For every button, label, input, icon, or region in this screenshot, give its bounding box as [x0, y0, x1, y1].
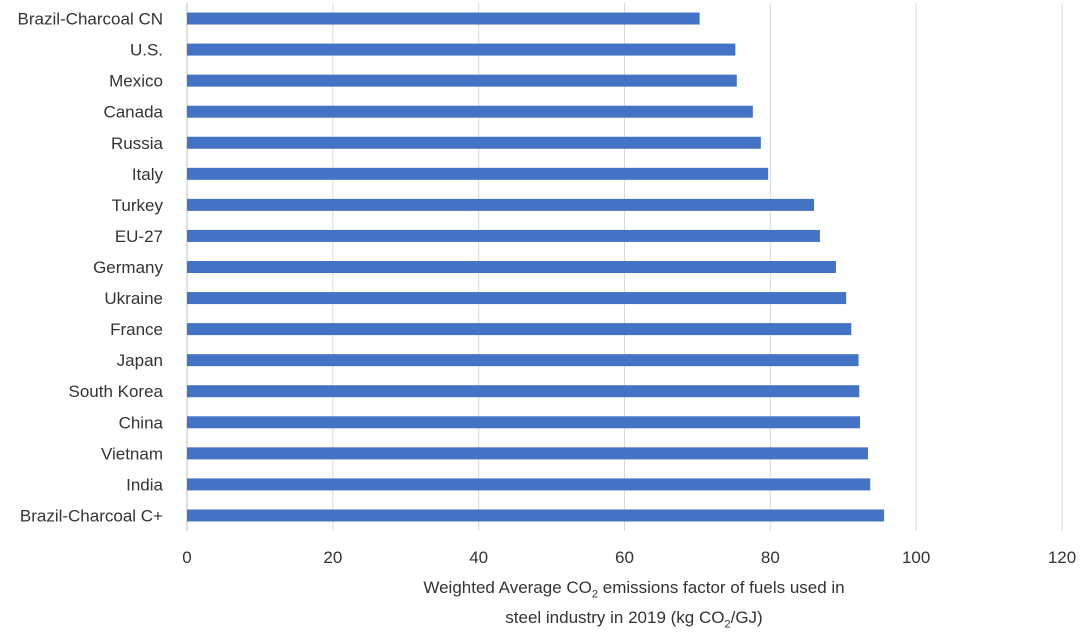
bars — [187, 12, 885, 522]
bar — [187, 261, 836, 273]
category-label: Brazil-Charcoal CN — [18, 10, 163, 29]
x-tick-label: 80 — [761, 548, 780, 567]
category-labels: Brazil-Charcoal CN U.S. Mexico Canada Russia… — [18, 10, 164, 526]
bar — [187, 136, 761, 149]
bar — [187, 385, 860, 398]
x-tick-labels: 0 20 40 60 80 100 120 — [182, 548, 1076, 567]
bar — [187, 167, 769, 180]
category-label: EU-27 — [115, 227, 163, 246]
bar — [187, 416, 861, 429]
bar — [187, 509, 885, 522]
category-label: Ukraine — [104, 289, 163, 308]
x-axis-title-line-1: Weighted Average CO2 emissions factor of… — [423, 578, 845, 601]
category-label: Italy — [132, 165, 164, 184]
category-label: Canada — [103, 103, 163, 122]
bar — [187, 229, 820, 242]
x-axis-title-line-2: steel industry in 2019 (kg CO2/GJ) — [505, 608, 763, 631]
category-label: Russia — [111, 134, 164, 153]
category-label: Turkey — [112, 196, 164, 215]
category-label: Vietnam — [101, 444, 163, 463]
category-label: India — [126, 475, 163, 494]
bar — [187, 105, 753, 118]
bar — [187, 447, 869, 460]
x-tick-label: 20 — [323, 548, 342, 567]
category-label: France — [110, 320, 163, 339]
category-label: China — [119, 413, 164, 432]
bar — [187, 478, 871, 491]
x-tick-label: 100 — [902, 548, 930, 567]
category-label: South Korea — [68, 382, 163, 401]
category-label: U.S. — [130, 41, 163, 60]
bar — [187, 292, 847, 305]
category-label: Germany — [93, 258, 163, 277]
category-label: Mexico — [109, 72, 163, 91]
category-label: Brazil-Charcoal C+ — [20, 506, 163, 525]
x-tick-label: 60 — [615, 548, 634, 567]
bar — [187, 354, 859, 367]
x-axis-title: Weighted Average CO2 emissions factor of… — [368, 576, 900, 637]
bar — [187, 43, 736, 56]
x-tick-label: 40 — [469, 548, 488, 567]
x-tick-label: 0 — [182, 548, 191, 567]
x-tick-label: 120 — [1048, 548, 1076, 567]
category-label: Japan — [117, 351, 163, 370]
bar — [187, 74, 737, 87]
bar — [187, 323, 852, 336]
bar — [187, 198, 815, 211]
bar — [187, 12, 700, 25]
